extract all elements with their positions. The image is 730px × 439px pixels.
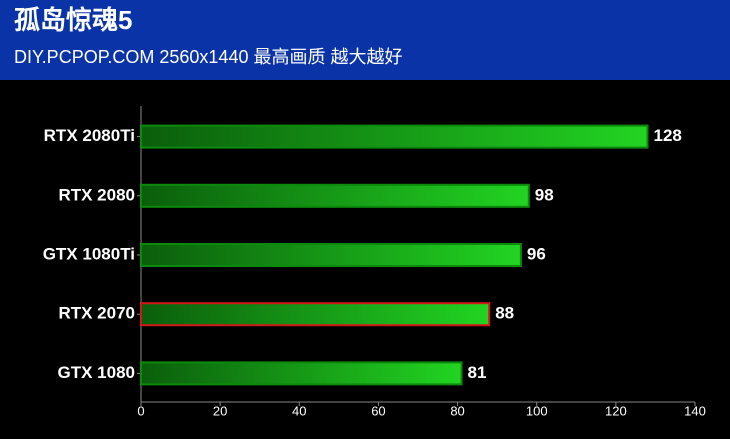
- value-label: 98: [535, 185, 554, 204]
- bar: [140, 243, 522, 267]
- x-tick-label: 60: [371, 403, 385, 418]
- bar: [140, 302, 491, 327]
- chart-subtitle: DIY.PCPOP.COM 2560x1440 最高画质 越大越好: [14, 47, 402, 67]
- x-tick-label: 20: [213, 403, 227, 418]
- y-tick-label: RTX 2080: [58, 185, 135, 204]
- bar: [140, 124, 649, 149]
- y-tick-label: RTX 2080Ti: [44, 126, 135, 145]
- bar: [140, 183, 530, 208]
- value-label: 128: [654, 126, 682, 145]
- y-tick-label: GTX 1080Ti: [43, 244, 135, 263]
- x-tick-label: 40: [292, 403, 306, 418]
- x-tick-label: 140: [684, 403, 706, 418]
- x-tick-label: 100: [526, 403, 548, 418]
- value-label: 81: [468, 363, 487, 382]
- x-tick-label: 120: [605, 403, 627, 418]
- x-tick-label: 80: [450, 403, 464, 418]
- y-tick-label: GTX 1080: [58, 363, 136, 382]
- bar: [140, 361, 463, 386]
- chart-title: 孤岛惊魂5: [14, 5, 132, 35]
- x-tick-label: 0: [137, 403, 144, 418]
- value-label: 96: [527, 244, 546, 263]
- y-tick-label: RTX 2070: [58, 304, 135, 323]
- value-label: 88: [495, 304, 514, 323]
- header-band: [0, 0, 730, 80]
